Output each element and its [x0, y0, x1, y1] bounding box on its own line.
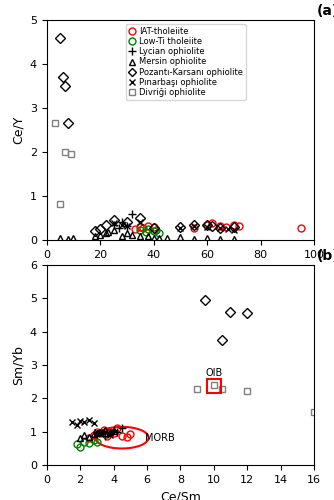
Text: (b): (b): [317, 249, 334, 263]
Legend: IAT-tholeiite, Low-Ti tholeiite, Lycian ophiolite, Mersin ophiolite, Pozantı-Kar: IAT-tholeiite, Low-Ti tholeiite, Lycian …: [126, 24, 245, 100]
X-axis label: Ce/Sm: Ce/Sm: [160, 490, 201, 500]
Text: OIB: OIB: [205, 368, 222, 378]
Text: (a): (a): [317, 4, 334, 18]
Y-axis label: Ce/Y: Ce/Y: [11, 116, 24, 144]
Y-axis label: Sm/Yb: Sm/Yb: [11, 345, 24, 385]
Text: MORB: MORB: [145, 432, 175, 442]
X-axis label: Zr/Nb: Zr/Nb: [163, 266, 198, 278]
